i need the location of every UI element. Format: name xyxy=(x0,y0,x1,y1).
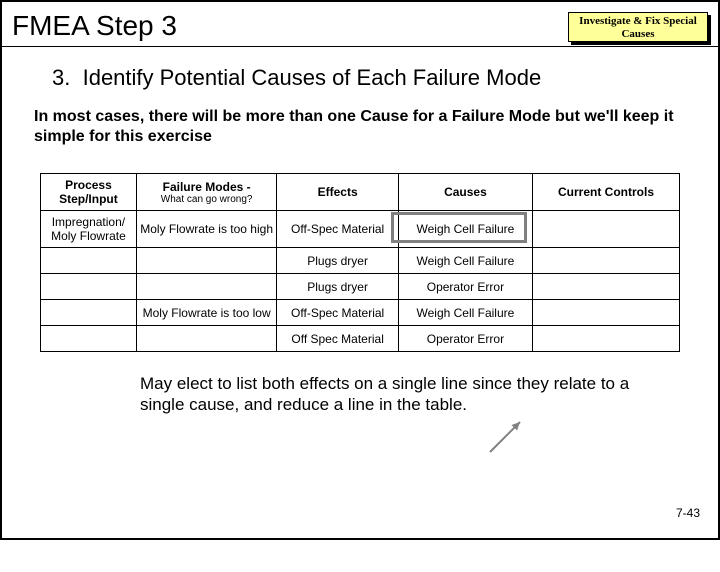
col-fm-main: Failure Modes - xyxy=(163,180,251,194)
cell: Impregnation/ Moly Flowrate xyxy=(41,211,137,248)
table-row: Off Spec Material Operator Error xyxy=(41,326,680,352)
section-subtext: In most cases, there will be more than o… xyxy=(30,107,690,147)
col-process: Process Step/Input xyxy=(41,174,137,211)
table-body: Impregnation/ Moly Flowrate Moly Flowrat… xyxy=(41,211,680,352)
cell xyxy=(533,326,680,352)
cell xyxy=(136,326,277,352)
cell xyxy=(533,274,680,300)
cell: Weigh Cell Failure xyxy=(398,248,532,274)
section-title: Identify Potential Causes of Each Failur… xyxy=(83,65,542,90)
content-area: 3. Identify Potential Causes of Each Fai… xyxy=(2,47,718,415)
cell xyxy=(41,248,137,274)
cell xyxy=(136,274,277,300)
cell: Operator Error xyxy=(398,274,532,300)
fmea-table-wrap: Process Step/Input Failure Modes - What … xyxy=(40,173,680,352)
col-controls: Current Controls xyxy=(533,174,680,211)
badge-container: Investigate & Fix Special Causes xyxy=(568,12,708,42)
cell: Moly Flowrate is too low xyxy=(136,300,277,326)
table-row: Plugs dryer Operator Error xyxy=(41,274,680,300)
table-row: Plugs dryer Weigh Cell Failure xyxy=(41,248,680,274)
footnote-text: May elect to list both effects on a sing… xyxy=(140,374,650,415)
cell: Plugs dryer xyxy=(277,248,398,274)
col-effects: Effects xyxy=(277,174,398,211)
cell: Off-Spec Material xyxy=(277,211,398,248)
section-number: 3. xyxy=(52,65,70,90)
badge-line1: Investigate & Fix Special xyxy=(579,15,697,27)
badge-line2: Causes xyxy=(621,28,654,40)
table-row: Impregnation/ Moly Flowrate Moly Flowrat… xyxy=(41,211,680,248)
cell xyxy=(533,300,680,326)
page-number: 7-43 xyxy=(676,506,700,520)
header-bar: FMEA Step 3 Investigate & Fix Special Ca… xyxy=(2,2,718,47)
section-heading: 3. Identify Potential Causes of Each Fai… xyxy=(58,65,690,91)
cell: Plugs dryer xyxy=(277,274,398,300)
col-fm-sub: What can go wrong? xyxy=(140,194,274,205)
cell xyxy=(41,300,137,326)
table-row: Moly Flowrate is too low Off-Spec Materi… xyxy=(41,300,680,326)
cell xyxy=(41,326,137,352)
col-failure-modes: Failure Modes - What can go wrong? xyxy=(136,174,277,211)
fmea-table: Process Step/Input Failure Modes - What … xyxy=(40,173,680,352)
cell: Weigh Cell Failure xyxy=(398,211,532,248)
col-causes: Causes xyxy=(398,174,532,211)
cell: Off Spec Material xyxy=(277,326,398,352)
cell xyxy=(136,248,277,274)
cell xyxy=(533,248,680,274)
cell xyxy=(41,274,137,300)
cell: Weigh Cell Failure xyxy=(398,300,532,326)
slide-title: FMEA Step 3 xyxy=(12,10,177,42)
cell xyxy=(533,211,680,248)
special-causes-badge: Investigate & Fix Special Causes xyxy=(568,12,708,42)
table-header-row: Process Step/Input Failure Modes - What … xyxy=(41,174,680,211)
cell: Operator Error xyxy=(398,326,532,352)
cell: Moly Flowrate is too high xyxy=(136,211,277,248)
cell: Off-Spec Material xyxy=(277,300,398,326)
